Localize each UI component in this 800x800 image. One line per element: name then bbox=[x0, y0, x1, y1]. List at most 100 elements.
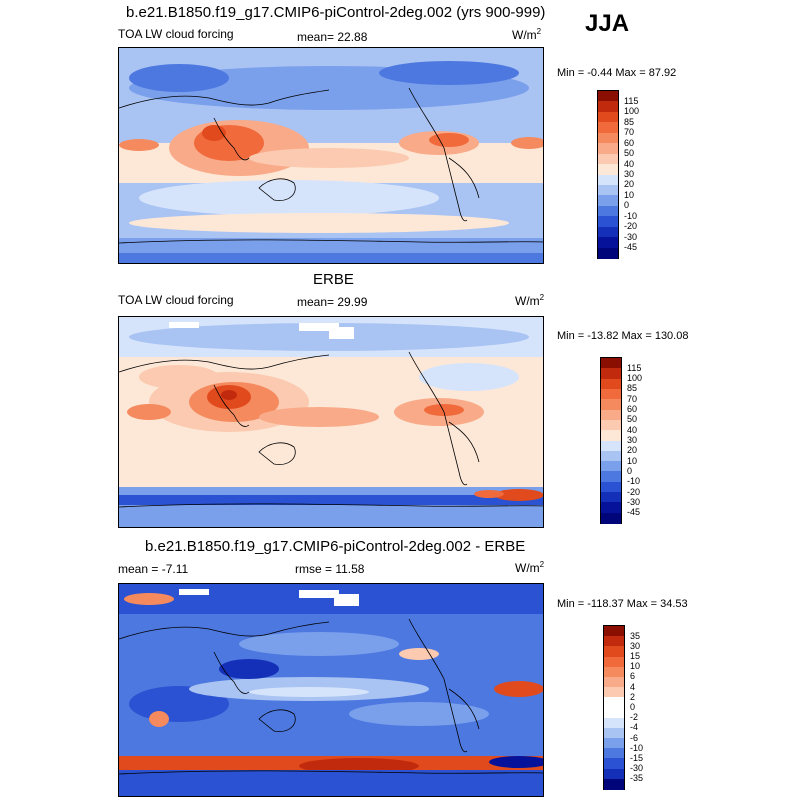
colorbar-swatch bbox=[598, 184, 618, 196]
colorbar-swatch bbox=[604, 666, 624, 678]
colorbar-tick-label: 70 bbox=[624, 127, 635, 138]
panel3-mean: mean = -7.11 bbox=[118, 562, 189, 576]
colorbar-swatch bbox=[601, 430, 621, 441]
colorbar-tick-label: -2 bbox=[630, 712, 639, 723]
colorbar-tick-label: -6 bbox=[630, 732, 639, 743]
colorbar-swatch bbox=[604, 646, 624, 658]
panel2-mean: mean= 29.99 bbox=[297, 295, 368, 309]
colorbar-tick-label: 10 bbox=[627, 455, 638, 466]
colorbar-tick-label: 2 bbox=[630, 691, 636, 702]
colorbar-tick-label: -30 bbox=[627, 496, 641, 507]
colorbar-tick-label: 60 bbox=[627, 404, 638, 415]
panel1-mean: mean= 22.88 bbox=[297, 30, 368, 44]
colorbar-swatch bbox=[604, 636, 624, 647]
colorbar-swatch bbox=[601, 388, 621, 400]
colorbar-swatch bbox=[598, 237, 618, 249]
colorbar-tick-label: -10 bbox=[627, 476, 641, 487]
colorbar-swatch bbox=[601, 512, 621, 524]
colorbar-swatch bbox=[601, 399, 621, 411]
panel3-rmse: rmse = 11.58 bbox=[295, 562, 365, 576]
panel2-field-label: TOA LW cloud forcing bbox=[118, 293, 234, 307]
colorbar-tick-label: 85 bbox=[624, 116, 635, 127]
panel3-colorbar: 35 30 15 10 6 4 2 0 -2 -4 -6 -10 -15 -30 -35 bbox=[603, 625, 643, 790]
colorbar-tick-label: 0 bbox=[627, 465, 633, 476]
colorbar-swatch bbox=[598, 111, 618, 123]
colorbar-swatch bbox=[598, 205, 618, 217]
colorbar-swatch bbox=[598, 91, 618, 102]
colorbar-tick-label: 115 bbox=[627, 362, 642, 373]
panel1-map-field bbox=[119, 48, 543, 263]
colorbar-swatch bbox=[601, 492, 621, 503]
colorbar-tick-label: 40 bbox=[627, 424, 638, 435]
colorbar-tick-label: 30 bbox=[630, 640, 641, 651]
colorbar-swatch bbox=[604, 748, 624, 759]
colorbar-swatch bbox=[598, 164, 618, 175]
colorbar-tick-label: -10 bbox=[624, 210, 638, 221]
panel2-map bbox=[118, 316, 544, 528]
colorbar-tick-label: 15 bbox=[630, 651, 641, 662]
colorbar-swatch bbox=[601, 358, 621, 369]
colorbar-tick-label: -10 bbox=[630, 742, 644, 753]
panel2-units: W/m2 bbox=[515, 293, 545, 308]
colorbar-swatch bbox=[604, 656, 624, 668]
colorbar-tick-label: 6 bbox=[630, 671, 636, 682]
colorbar-swatch bbox=[598, 143, 618, 155]
colorbar-swatch bbox=[604, 676, 624, 688]
colorbar-tick-label: -30 bbox=[630, 763, 644, 774]
panel1-minmax: Min = -0.44 Max = 87.92 bbox=[557, 67, 677, 79]
panel1-field-label: TOA LW cloud forcing bbox=[118, 27, 234, 41]
colorbar-swatch bbox=[604, 707, 624, 719]
colorbar-tick-label: 115 bbox=[624, 95, 639, 106]
colorbar-tick-label: 0 bbox=[630, 702, 636, 712]
colorbar-swatch bbox=[598, 153, 618, 165]
colorbar-swatch bbox=[601, 450, 621, 462]
colorbar-tick-label: 30 bbox=[624, 169, 635, 179]
colorbar-swatch bbox=[604, 697, 624, 708]
panel3-map bbox=[118, 583, 544, 797]
colorbar-tick-label: 40 bbox=[624, 158, 635, 169]
colorbar-swatch bbox=[598, 101, 618, 113]
panel1-map bbox=[118, 47, 544, 264]
colorbar-tick-label: -4 bbox=[630, 722, 639, 733]
colorbar-swatch bbox=[604, 738, 624, 749]
colorbar-tick-label: 70 bbox=[627, 393, 638, 404]
colorbar-tick-label: 100 bbox=[624, 106, 640, 117]
panel1-colorbar: 115 100 85 70 60 50 40 30 20 10 0 -10 -20 -30 -45 bbox=[597, 90, 639, 259]
colorbar-tick-label: 4 bbox=[630, 681, 636, 692]
colorbar-tick-label: 30 bbox=[627, 435, 638, 445]
colorbar-swatch bbox=[604, 727, 624, 739]
colorbar-tick-label: 10 bbox=[624, 189, 635, 200]
colorbar-tick-label: 60 bbox=[624, 137, 635, 148]
colorbar-tick-label: -45 bbox=[627, 507, 641, 518]
colorbar-swatch bbox=[601, 378, 621, 390]
panel1-title: b.e21.B1850.f19_g17.CMIP6-piControl-2deg… bbox=[126, 4, 546, 21]
colorbar-swatch bbox=[598, 195, 618, 207]
colorbar-swatch bbox=[604, 687, 624, 698]
colorbar-swatch bbox=[604, 778, 624, 790]
panel1-units: W/m2 bbox=[512, 27, 542, 42]
colorbar-tick-label: -35 bbox=[630, 773, 644, 784]
panel2-map-field bbox=[119, 317, 543, 527]
panel3-title: b.e21.B1850.f19_g17.CMIP6-piControl-2deg… bbox=[145, 538, 526, 555]
colorbar-swatch bbox=[604, 717, 624, 729]
colorbar-swatch bbox=[604, 626, 624, 637]
colorbar-tick-label: -15 bbox=[630, 752, 644, 763]
panel2-title: ERBE bbox=[313, 271, 354, 288]
colorbar-tick-label: -20 bbox=[627, 486, 641, 497]
colorbar-swatch bbox=[601, 368, 621, 380]
colorbar-swatch bbox=[604, 768, 624, 780]
colorbar-swatch bbox=[598, 226, 618, 238]
colorbar-tick-label: -30 bbox=[624, 231, 638, 242]
colorbar-tick-label: 10 bbox=[630, 661, 641, 672]
colorbar-tick-label: 20 bbox=[624, 179, 635, 190]
colorbar-swatch bbox=[601, 502, 621, 514]
colorbar-swatch bbox=[601, 481, 621, 493]
panel2-minmax: Min = -13.82 Max = 130.08 bbox=[557, 330, 689, 342]
panel3-minmax: Min = -118.37 Max = 34.53 bbox=[557, 598, 688, 610]
colorbar-swatch bbox=[601, 471, 621, 483]
colorbar-swatch bbox=[601, 461, 621, 472]
panel3-units: W/m2 bbox=[515, 560, 545, 575]
colorbar-swatch bbox=[601, 440, 621, 452]
colorbar-tick-label: 20 bbox=[627, 445, 638, 456]
season-label: JJA bbox=[585, 10, 630, 37]
